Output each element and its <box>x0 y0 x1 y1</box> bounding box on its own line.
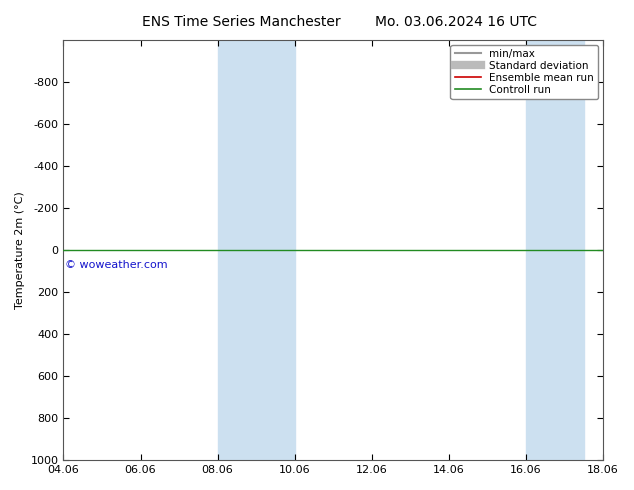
Legend: min/max, Standard deviation, Ensemble mean run, Controll run: min/max, Standard deviation, Ensemble me… <box>451 45 598 99</box>
Y-axis label: Temperature 2m (°C): Temperature 2m (°C) <box>15 191 25 309</box>
Bar <box>217 40 295 460</box>
Text: ENS Time Series Manchester: ENS Time Series Manchester <box>141 15 340 29</box>
Bar <box>526 40 584 460</box>
Text: © woweather.com: © woweather.com <box>65 260 168 270</box>
Text: Mo. 03.06.2024 16 UTC: Mo. 03.06.2024 16 UTC <box>375 15 538 29</box>
